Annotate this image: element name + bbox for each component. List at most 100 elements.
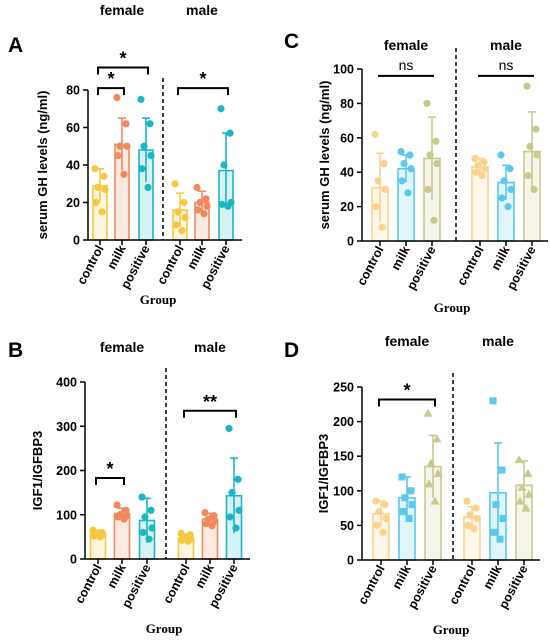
data-point xyxy=(397,147,405,156)
data-point xyxy=(96,533,104,541)
data-point xyxy=(178,227,186,235)
data-point xyxy=(473,514,481,523)
data-point xyxy=(148,524,156,532)
x-tick-label: milk xyxy=(389,244,413,273)
x-tick-label: milk xyxy=(193,562,217,591)
x-axis-label: Group xyxy=(146,621,183,636)
data-point xyxy=(466,511,474,519)
group-label: female xyxy=(100,2,145,18)
data-point xyxy=(178,536,186,545)
y-tick-label: 40 xyxy=(340,166,354,180)
data-point xyxy=(92,198,100,207)
significance-label: * xyxy=(199,69,206,89)
data-point xyxy=(489,397,497,405)
data-point xyxy=(530,185,538,193)
significance-bracket xyxy=(378,398,436,407)
data-point xyxy=(210,512,218,520)
data-point xyxy=(101,185,109,193)
data-point xyxy=(217,105,225,113)
y-tick-label: 20 xyxy=(66,196,80,210)
data-point xyxy=(174,208,182,216)
y-tick-label: 0 xyxy=(70,553,77,567)
data-point xyxy=(225,424,233,433)
data-point xyxy=(523,469,533,477)
data-point xyxy=(471,154,479,163)
y-tick-label: 0 xyxy=(347,554,354,568)
y-tick-label: 20 xyxy=(340,200,354,214)
y-tick-label: 60 xyxy=(340,131,354,145)
x-axis-label: Group xyxy=(140,292,177,307)
data-point xyxy=(515,496,525,505)
data-point xyxy=(423,408,433,417)
x-tick-label: milk xyxy=(390,563,414,592)
y-tick-label: 100 xyxy=(333,63,354,77)
data-point xyxy=(472,168,480,176)
y-tick-label: 60 xyxy=(66,121,80,135)
data-point xyxy=(497,151,505,159)
data-point xyxy=(372,497,380,505)
data-point xyxy=(424,479,434,488)
data-point xyxy=(432,137,440,145)
data-point xyxy=(373,521,381,530)
panel-letter-a: A xyxy=(8,34,23,57)
data-point xyxy=(226,129,234,137)
data-point xyxy=(203,202,211,210)
x-tick-label: milk xyxy=(105,243,129,272)
data-point xyxy=(228,489,236,497)
y-tick-label: 80 xyxy=(340,97,354,111)
data-point xyxy=(371,130,379,138)
significance-label: * xyxy=(106,459,113,479)
group-label: male xyxy=(482,333,514,349)
data-point xyxy=(433,160,441,168)
significance-label: * xyxy=(403,380,410,400)
data-point xyxy=(492,501,500,509)
data-point xyxy=(524,172,532,180)
data-point xyxy=(235,506,243,514)
significance-label: * xyxy=(107,69,114,89)
data-point xyxy=(532,125,540,133)
data-point xyxy=(378,223,386,231)
data-point xyxy=(375,507,383,516)
data-point xyxy=(202,520,210,528)
data-point xyxy=(507,185,515,193)
data-point xyxy=(184,537,192,545)
data-point xyxy=(194,206,202,214)
data-point xyxy=(478,172,486,180)
data-point xyxy=(372,203,380,211)
group-label: male xyxy=(186,2,218,18)
y-tick-label: 100 xyxy=(333,484,354,498)
data-point xyxy=(521,503,531,512)
y-tick-label: 150 xyxy=(333,450,354,464)
data-point xyxy=(464,521,472,530)
data-point xyxy=(401,494,409,502)
data-point xyxy=(500,177,508,185)
x-tick-label: control xyxy=(160,562,192,606)
x-tick-label: control xyxy=(74,243,106,287)
data-point xyxy=(480,158,488,166)
data-point xyxy=(193,183,201,192)
y-tick-label: 250 xyxy=(333,381,354,395)
data-point xyxy=(400,160,408,168)
data-point xyxy=(201,508,209,517)
data-point xyxy=(91,165,99,173)
data-point xyxy=(426,458,436,467)
significance-bracket xyxy=(97,87,125,96)
data-point xyxy=(137,95,145,103)
data-point xyxy=(506,165,514,173)
data-point xyxy=(433,469,443,477)
data-point xyxy=(380,160,388,168)
data-point xyxy=(430,216,438,224)
data-point xyxy=(524,489,534,498)
data-point xyxy=(141,513,149,521)
data-point xyxy=(498,194,506,202)
x-tick-label: milk xyxy=(481,563,505,592)
data-point xyxy=(490,528,498,536)
data-point xyxy=(523,82,531,90)
data-point xyxy=(430,496,440,505)
y-tick-label: 400 xyxy=(56,376,77,390)
significance-bracket xyxy=(95,477,125,486)
group-label: female xyxy=(100,339,145,355)
data-point xyxy=(146,120,154,128)
y-axis-label: IGF1/IGFBP3 xyxy=(316,434,331,513)
